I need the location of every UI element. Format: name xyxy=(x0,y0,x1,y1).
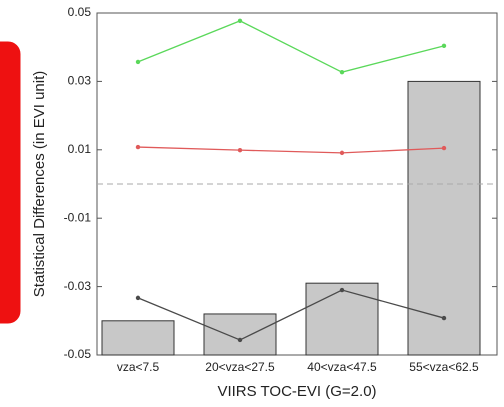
y-tick-label: -0.03 xyxy=(64,279,92,293)
point xyxy=(237,337,243,343)
y-tick-label: 0.01 xyxy=(68,142,92,156)
x-tick-label: 40<vza<47.5 xyxy=(307,360,377,374)
line-series xyxy=(137,146,445,154)
decorative-panel xyxy=(0,38,24,327)
y-tick-label: -0.05 xyxy=(64,347,92,361)
point xyxy=(135,295,141,301)
point xyxy=(441,43,447,49)
bar xyxy=(305,282,379,356)
line-series xyxy=(137,289,445,341)
x-tick-label: vza<7.5 xyxy=(117,360,160,374)
bar xyxy=(101,320,175,356)
point xyxy=(339,287,345,293)
line-series xyxy=(137,20,445,73)
point xyxy=(441,315,447,321)
bar xyxy=(407,80,481,356)
point xyxy=(135,59,141,65)
x-tick-label: 55<vza<62.5 xyxy=(409,360,479,374)
y-tick-label: 0.03 xyxy=(68,74,92,88)
y-tick-label: 0.05 xyxy=(68,5,92,19)
x-axis-title: VIIRS TOC-EVI (G=2.0) xyxy=(217,383,376,400)
point xyxy=(237,147,243,153)
point xyxy=(441,145,447,151)
x-tick-label: 20<vza<27.5 xyxy=(205,360,275,374)
point xyxy=(237,18,243,24)
point xyxy=(339,69,345,75)
point xyxy=(135,144,141,150)
bar xyxy=(203,313,277,356)
y-tick-label: -0.01 xyxy=(64,210,92,224)
point xyxy=(339,150,345,156)
y-axis-title: Statistical Differences (in EVI unit) xyxy=(31,71,48,297)
